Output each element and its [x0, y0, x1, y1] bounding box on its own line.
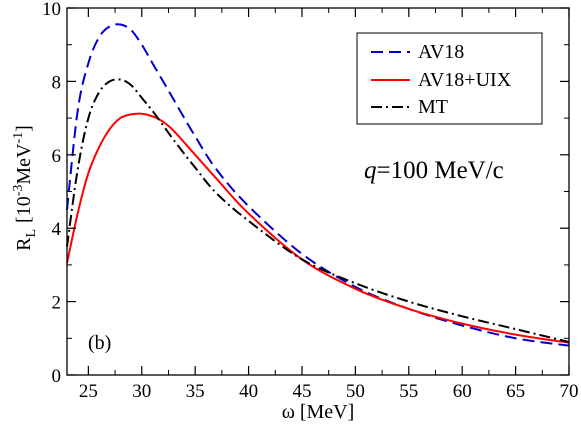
legend-label-av18-uix: AV18+UIX	[418, 69, 512, 91]
y-tick-label-8: 8	[52, 72, 62, 93]
x-tick-label-70: 70	[560, 381, 579, 402]
legend-label-mt: MT	[418, 96, 448, 118]
x-tick-label-35: 35	[186, 381, 205, 402]
series-line-mt	[66, 78, 570, 343]
plot-frame	[66, 7, 570, 376]
y-tick-label-10: 10	[42, 0, 61, 20]
x-tick-label-25: 25	[79, 381, 98, 402]
legend-box	[356, 32, 543, 125]
legend: AV18 AV18+UIX MT	[356, 32, 543, 125]
q-annotation: q=100 MeV/c	[364, 157, 504, 184]
x-tick-label-60: 60	[453, 381, 472, 402]
y-tick-label-6: 6	[52, 146, 62, 167]
x-tick-label-50: 50	[346, 381, 365, 402]
x-tick-label-45: 45	[292, 381, 311, 402]
x-tick-label-55: 55	[399, 381, 418, 402]
tick-labels-layer: 25 30 35 40 45 50 55 60 65 70 0 2 4 6 8 10	[42, 0, 579, 402]
panel-label: (b)	[88, 332, 111, 354]
x-tick-label-30: 30	[132, 381, 151, 402]
series-line-av18-uix	[66, 112, 570, 344]
y-axis-title: RL[10-3MeV-1]	[11, 125, 39, 251]
x-axis-title: ω [MeV]	[282, 401, 355, 423]
y-tick-label-2: 2	[52, 293, 62, 314]
x-tick-label-65: 65	[506, 381, 525, 402]
y-tick-label-4: 4	[52, 219, 62, 240]
legend-label-av18: AV18	[418, 41, 464, 63]
curves-layer	[66, 23, 570, 347]
y-tick-label-0: 0	[52, 366, 62, 387]
x-tick-label-40: 40	[239, 381, 258, 402]
